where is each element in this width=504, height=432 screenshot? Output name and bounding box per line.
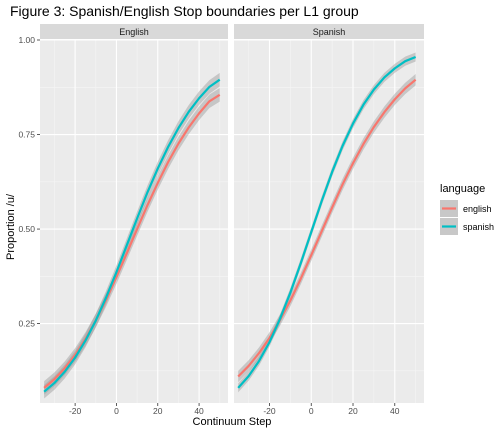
x-tick-label: -20 bbox=[69, 406, 82, 416]
y-tick-label: 1.00 bbox=[18, 35, 35, 45]
y-tick-label: 0.75 bbox=[18, 130, 35, 140]
facet-strip bbox=[234, 24, 424, 39]
series-line-english bbox=[43, 93, 221, 389]
legend-item-english: english bbox=[440, 200, 492, 217]
series-line-english bbox=[237, 78, 417, 378]
x-tick-label: 20 bbox=[348, 406, 358, 416]
legend: language english spanish bbox=[440, 183, 494, 235]
chart-title: Figure 3: Spanish/English Stop boundarie… bbox=[10, 3, 359, 19]
y-tick-label: 0.50 bbox=[18, 224, 35, 234]
facet-strip-label: English bbox=[119, 27, 149, 37]
x-tick-label: -20 bbox=[263, 406, 276, 416]
x-tick-label: 40 bbox=[194, 406, 204, 416]
panel-spanish: Spanish -20 0 20 40 bbox=[234, 24, 424, 416]
x-tick-label: 0 bbox=[309, 406, 314, 416]
legend-label-spanish: spanish bbox=[463, 222, 494, 232]
legend-title: language bbox=[440, 183, 485, 195]
x-tick-label: 20 bbox=[153, 406, 163, 416]
ci-ribbon-english bbox=[238, 74, 416, 383]
x-tick-label: 40 bbox=[390, 406, 400, 416]
facet-strip-label: Spanish bbox=[313, 27, 346, 37]
facet-strip bbox=[40, 24, 228, 39]
legend-item-spanish: spanish bbox=[440, 218, 494, 235]
x-axis-title: Continuum Step bbox=[193, 416, 272, 428]
series-line-spanish bbox=[237, 55, 417, 389]
facet-panels: English -20 0 20 40 0.25 0.50 0.75 1.00 Spanish -2… bbox=[18, 24, 424, 416]
y-axis-title: Proportion /u/ bbox=[5, 193, 17, 260]
x-tick-label: 0 bbox=[114, 406, 119, 416]
legend-label-english: english bbox=[463, 204, 492, 214]
ci-ribbon-spanish bbox=[44, 72, 220, 399]
panel-english: English -20 0 20 40 0.25 0.50 0.75 1.00 bbox=[18, 24, 228, 416]
y-tick-label: 0.25 bbox=[18, 319, 35, 329]
series-line-spanish bbox=[43, 78, 221, 393]
